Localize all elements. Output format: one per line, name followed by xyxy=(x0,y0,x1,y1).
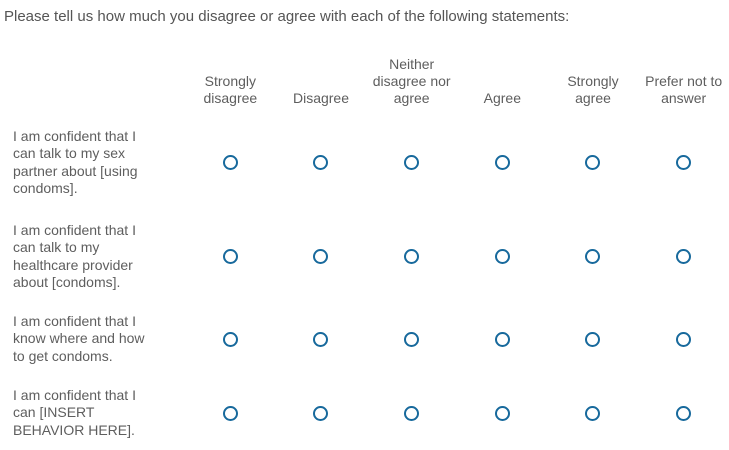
radio-cell-r1-c1[interactable] xyxy=(185,155,276,170)
radio-button-r1-disagree[interactable] xyxy=(313,155,329,170)
statement-label: I am confident that I can talk to my sex… xyxy=(13,127,138,197)
radio-button-r1-prefer-not[interactable] xyxy=(676,155,692,170)
radio-button-r2-neither[interactable] xyxy=(404,249,420,264)
matrix-header-row: Strongly disagree Disagree Neither disag… xyxy=(0,28,729,114)
radio-cell-r2-c3[interactable] xyxy=(366,249,457,264)
radio-cell-r4-c3[interactable] xyxy=(366,405,457,421)
radio-button-r1-neither[interactable] xyxy=(404,155,420,170)
column-header-agree: Agree xyxy=(483,90,521,106)
radio-cell-r4-c4[interactable] xyxy=(457,405,548,421)
radio-cell-r3-c5[interactable] xyxy=(548,331,639,347)
radio-cell-r4-c6[interactable] xyxy=(638,405,729,421)
radio-button-r3-disagree[interactable] xyxy=(313,331,329,347)
radio-cell-r3-c1[interactable] xyxy=(185,331,276,347)
radio-cell-r4-c5[interactable] xyxy=(548,405,639,421)
radio-button-r4-agree[interactable] xyxy=(494,405,510,421)
radio-cell-r2-c1[interactable] xyxy=(185,249,276,264)
radio-cell-r1-c2[interactable] xyxy=(276,155,367,170)
radio-button-r2-disagree[interactable] xyxy=(313,249,329,264)
table-row: I am confident that I can talk to my hea… xyxy=(0,211,729,302)
radio-cell-r2-c2[interactable] xyxy=(276,249,367,264)
radio-cell-r1-c6[interactable] xyxy=(638,155,729,170)
column-header-neither: Neither disagree nor agree xyxy=(372,56,451,106)
column-header-strongly-disagree: Strongly disagree xyxy=(203,73,258,106)
radio-button-r2-prefer-not[interactable] xyxy=(676,249,692,264)
radio-button-r4-neither[interactable] xyxy=(404,405,420,421)
radio-button-r3-strongly-agree[interactable] xyxy=(585,331,601,347)
column-header-disagree: Disagree xyxy=(292,90,349,106)
statement-label: I am confident that I can talk to my hea… xyxy=(13,221,136,291)
table-row: I am confident that I can talk to my sex… xyxy=(0,114,729,211)
radio-cell-r3-c4[interactable] xyxy=(457,331,548,347)
radio-cell-r1-c4[interactable] xyxy=(457,155,548,170)
column-header-strongly-agree: Strongly agree xyxy=(567,73,619,106)
radio-cell-r3-c2[interactable] xyxy=(276,331,367,347)
statement-label: I am confident that I can [INSERT BEHAVI… xyxy=(13,386,136,438)
radio-cell-r1-c5[interactable] xyxy=(548,155,639,170)
radio-button-r1-strongly-disagree[interactable] xyxy=(222,155,238,170)
radio-button-r4-strongly-agree[interactable] xyxy=(585,405,601,421)
radio-button-r3-prefer-not[interactable] xyxy=(676,331,692,347)
radio-button-r4-strongly-disagree[interactable] xyxy=(222,405,238,421)
radio-cell-r3-c6[interactable] xyxy=(638,331,729,347)
matrix-corner-cell xyxy=(0,28,185,114)
radio-cell-r2-c5[interactable] xyxy=(548,249,639,264)
radio-cell-r1-c3[interactable] xyxy=(366,155,457,170)
radio-button-r2-strongly-disagree[interactable] xyxy=(222,249,238,264)
radio-cell-r2-c4[interactable] xyxy=(457,249,548,264)
radio-button-r4-disagree[interactable] xyxy=(313,405,329,421)
matrix-table: Strongly disagree Disagree Neither disag… xyxy=(0,28,729,450)
radio-button-r2-strongly-agree[interactable] xyxy=(585,249,601,264)
radio-button-r1-strongly-agree[interactable] xyxy=(585,155,601,170)
column-header-prefer-not: Prefer not to answer xyxy=(645,73,723,106)
question-title: Please tell us how much you disagree or … xyxy=(4,8,570,25)
radio-button-r3-neither[interactable] xyxy=(404,331,420,347)
radio-cell-r4-c2[interactable] xyxy=(276,405,367,421)
radio-cell-r4-c1[interactable] xyxy=(185,405,276,421)
radio-cell-r3-c3[interactable] xyxy=(366,331,457,347)
radio-button-r4-prefer-not[interactable] xyxy=(676,405,692,421)
statement-label: I am confident that I know where and how… xyxy=(13,312,145,364)
radio-cell-r2-c6[interactable] xyxy=(638,249,729,264)
radio-button-r3-strongly-disagree[interactable] xyxy=(222,331,238,347)
radio-button-r1-agree[interactable] xyxy=(494,155,510,170)
radio-button-r2-agree[interactable] xyxy=(494,249,510,264)
table-row: I am confident that I can [INSERT BEHAVI… xyxy=(0,376,729,450)
table-row: I am confident that I know where and how… xyxy=(0,302,729,376)
radio-button-r3-agree[interactable] xyxy=(494,331,510,347)
